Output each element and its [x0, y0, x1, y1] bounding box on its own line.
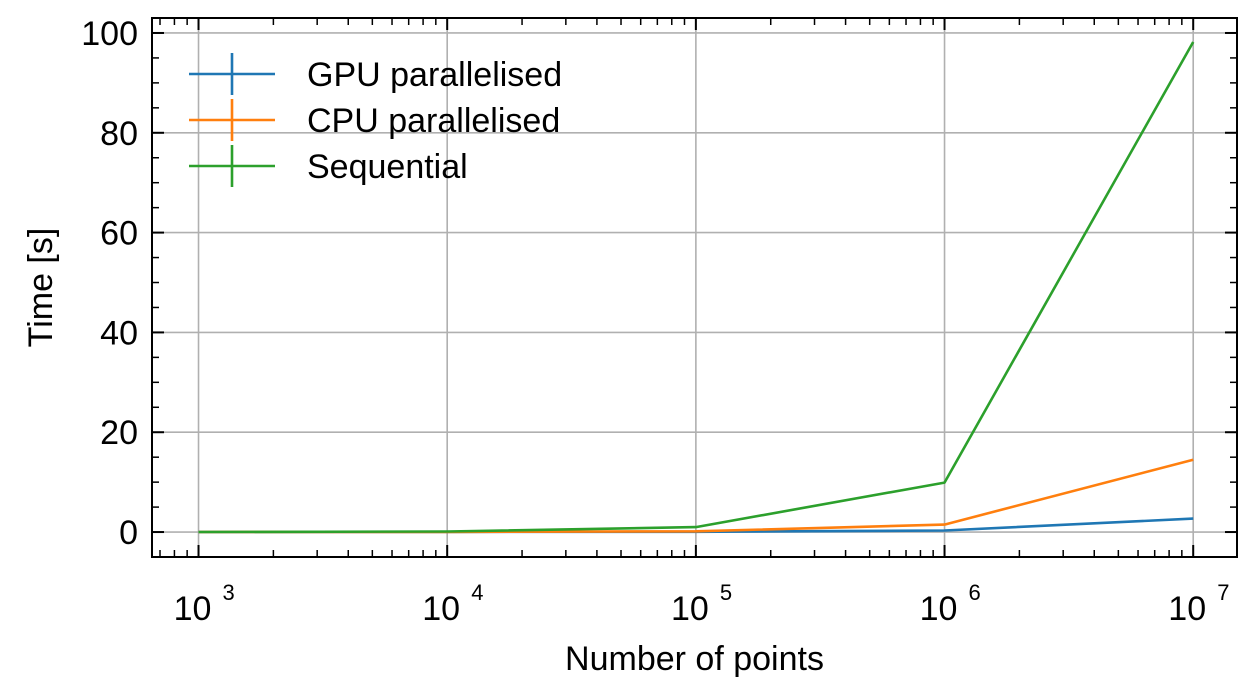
legend-item: Sequential: [189, 145, 468, 187]
x-tick-base: 10: [1168, 590, 1206, 628]
legend-item: CPU parallelised: [189, 99, 560, 141]
series-lines: [198, 41, 1195, 534]
x-tick-label: 10 6: [920, 580, 981, 628]
y-tick-label: 0: [119, 514, 138, 552]
x-tick-exponent: 7: [1217, 580, 1229, 605]
x-tick-base: 10: [422, 590, 460, 628]
x-tick-labels: 10 3 10 4 10 5 10 6 10 7: [174, 580, 1230, 628]
plot-frame: [151, 17, 1238, 558]
y-tick-label: 100: [81, 15, 138, 53]
x-tick-base: 10: [174, 590, 212, 628]
y-tick-label: 40: [100, 314, 138, 352]
x-tick-exponent: 6: [969, 580, 981, 605]
x-tick-exponent: 5: [720, 580, 732, 605]
legend-label: GPU parallelised: [307, 56, 562, 94]
legend-item: GPU parallelised: [189, 53, 562, 95]
y-tick-label: 80: [100, 115, 138, 153]
grid: [152, 18, 1237, 557]
y-axis-label: Time [s]: [22, 228, 60, 348]
x-tick-base: 10: [671, 590, 709, 628]
x-tick-label: 10 3: [174, 580, 235, 628]
y-tick-labels: 0 20 40 60 80 100: [81, 15, 138, 552]
x-tick-exponent: 4: [471, 580, 483, 605]
y-tick-label: 60: [100, 215, 138, 253]
x-axis-label: Number of points: [565, 640, 824, 678]
x-tick-exponent: 3: [223, 580, 235, 605]
x-tick-label: 10 4: [422, 580, 483, 628]
legend-label: Sequential: [307, 148, 468, 186]
axis-ticks: [152, 18, 1237, 557]
legend-label: CPU parallelised: [307, 102, 560, 140]
legend: GPU parallelised CPU parallelised Sequenti…: [189, 53, 562, 187]
x-tick-base: 10: [920, 590, 958, 628]
x-tick-label: 10 7: [1168, 580, 1229, 628]
y-tick-label: 20: [100, 414, 138, 452]
series-line: [198, 41, 1195, 534]
x-tick-label: 10 5: [671, 580, 732, 628]
